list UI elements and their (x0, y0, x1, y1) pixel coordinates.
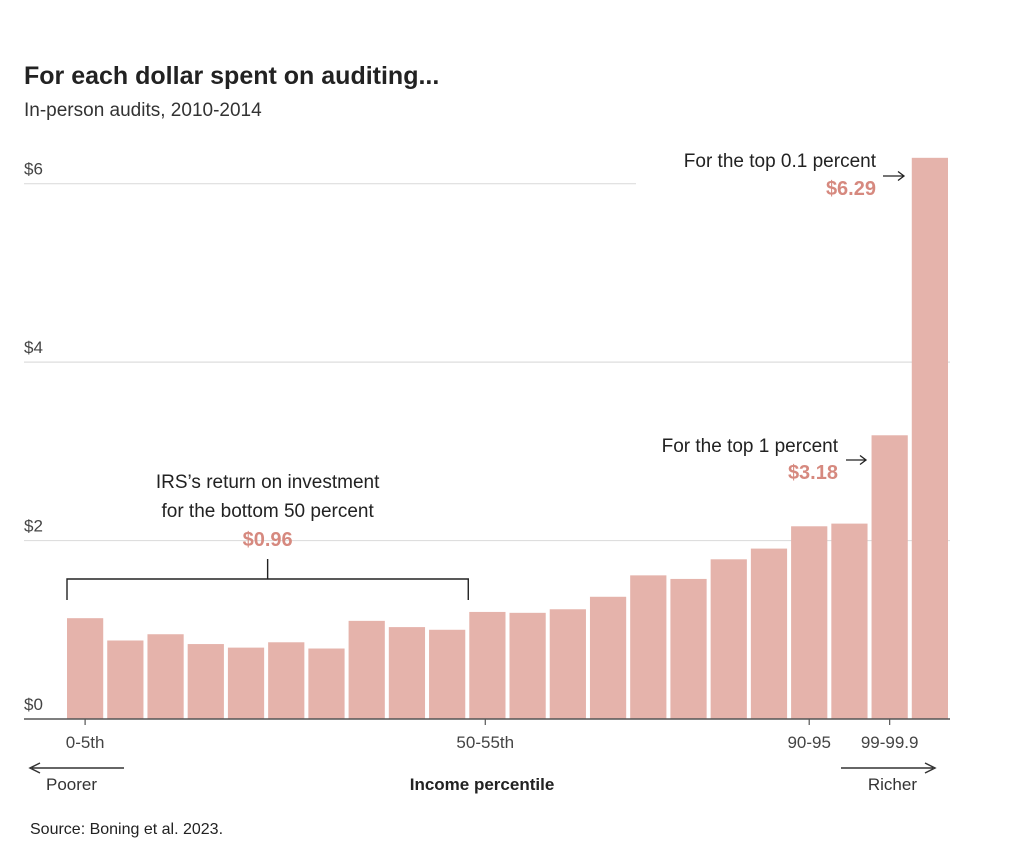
chart-subtitle: In-person audits, 2010-2014 (24, 100, 262, 121)
bar (227, 647, 265, 719)
bar (549, 609, 586, 719)
x-tick-label: 99-99.9 (861, 733, 919, 752)
direction-label-poorer: Poorer (46, 775, 97, 794)
arrow-icon (883, 170, 906, 182)
bar (630, 575, 667, 719)
annotation-text: For the top 0.1 percent (684, 151, 877, 172)
arrow-left-icon (28, 762, 124, 774)
direction-label-richer: Richer (868, 775, 917, 794)
annotations: IRS’s return on investment for the bottom… (66, 151, 906, 600)
annotation-text: For the top 1 percent (662, 436, 839, 457)
annotation-text: for the bottom 50 percent (161, 501, 374, 522)
annotation-value: $6.29 (826, 178, 876, 200)
bar (388, 627, 426, 719)
bar (831, 523, 868, 719)
y-tick-label: $4 (24, 338, 43, 357)
arrow-right-icon (841, 762, 937, 774)
x-tick-label: 0-5th (66, 733, 105, 752)
arrow-icon (846, 454, 868, 466)
bars (24, 157, 950, 720)
bar (750, 548, 788, 719)
source-note: Source: Boning et al. 2023. (30, 821, 223, 838)
x-tick-label: 90-95 (787, 733, 830, 752)
annotation-text: IRS’s return on investment (156, 472, 380, 493)
chart-title: For each dollar spent on auditing... (24, 62, 439, 90)
x-axis-label: Income percentile (410, 775, 555, 794)
bar (670, 578, 707, 719)
bar (429, 629, 466, 719)
bar (509, 612, 546, 719)
footer: Poorer Richer Income percentile Source: Bon… (28, 762, 937, 838)
bar (107, 640, 144, 719)
bar (469, 611, 506, 719)
bar (268, 642, 305, 719)
y-tick-label: $2 (24, 517, 43, 536)
bar (791, 526, 828, 719)
y-tick-label: $0 (24, 695, 43, 714)
bar (710, 559, 747, 719)
y-tick-label: $6 (24, 160, 43, 179)
x-tick-label: 50-55th (456, 733, 514, 752)
bar (308, 648, 345, 719)
bar (67, 618, 104, 719)
bar (147, 634, 184, 719)
bar (871, 435, 908, 719)
bar (187, 644, 224, 719)
axis-ticks: 0-5th 50-55th 90-95 99-99.9 (66, 719, 919, 752)
annotation-value: $0.96 (243, 529, 293, 551)
bar (911, 157, 948, 719)
bracket-bottom-50 (66, 559, 469, 600)
bar (589, 596, 627, 719)
bar (348, 620, 385, 719)
annotation-value: $3.18 (788, 462, 838, 484)
